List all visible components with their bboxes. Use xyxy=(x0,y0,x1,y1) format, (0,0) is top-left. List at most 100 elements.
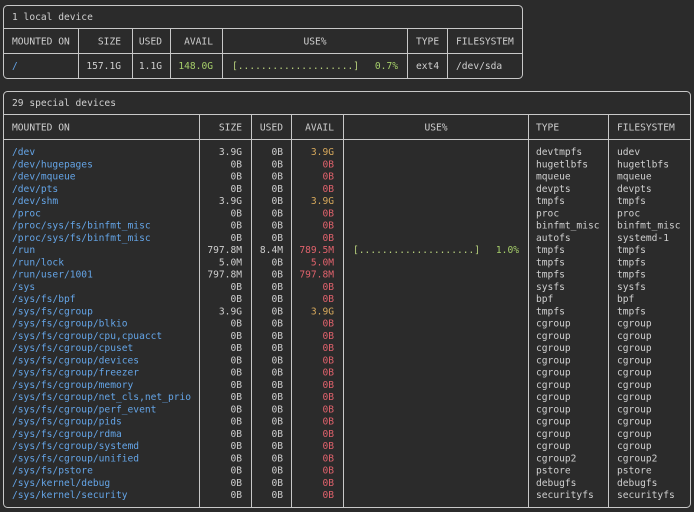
cell-used: 0B xyxy=(271,404,283,415)
cell-avail: 0B xyxy=(322,429,334,440)
cell-mount: /sys xyxy=(12,282,35,293)
cell-used: 0B xyxy=(271,221,283,232)
cell-mount: /sys/fs/pstore xyxy=(12,466,93,477)
cell-size: 0B xyxy=(230,294,242,305)
cell-filesystem: mqueue xyxy=(617,172,652,183)
cell-used: 0B xyxy=(271,429,283,440)
cell-filesystem: cgroup xyxy=(617,355,652,366)
cell-filesystem: cgroup xyxy=(617,404,652,415)
cell-size: 0B xyxy=(230,319,242,330)
cell-mount: /dev/pts xyxy=(12,184,58,195)
cell-used: 0B xyxy=(271,417,283,428)
cell-type: cgroup xyxy=(536,355,571,366)
cell-filesystem: sysfs xyxy=(617,282,646,293)
cell-used: 0B xyxy=(271,441,283,452)
cell-avail: 0B xyxy=(322,343,334,354)
cell-avail: 0B xyxy=(322,453,334,464)
cell-type: tmpfs xyxy=(536,306,565,317)
cell-size: 0B xyxy=(230,159,242,170)
cell-used: 0B xyxy=(271,380,283,391)
cell-size: 0B xyxy=(230,466,242,477)
cell-used: 0B xyxy=(271,172,283,183)
cell-avail: 0B xyxy=(322,380,334,391)
column-header: MOUNTED ON xyxy=(12,37,70,48)
cell-mount: / xyxy=(12,61,18,72)
cell-avail: 0B xyxy=(322,404,334,415)
cell-type: cgroup xyxy=(536,331,571,342)
cell-size: 0B xyxy=(230,208,242,219)
cell-avail: 0B xyxy=(322,478,334,489)
cell-avail: 0B xyxy=(322,184,334,195)
panel-frame xyxy=(3,91,691,508)
cell-type: hugetlbfs xyxy=(536,159,588,170)
cell-mount: /sys/fs/cgroup/net_cls,net_prio xyxy=(12,392,191,403)
cell-type: cgroup xyxy=(536,392,571,403)
cell-type: cgroup xyxy=(536,380,571,391)
cell-filesystem: cgroup xyxy=(617,392,652,403)
cell-used: 0B xyxy=(271,306,283,317)
column-header: FILESYSTEM xyxy=(617,123,675,134)
cell-filesystem: systemd-1 xyxy=(617,233,669,244)
cell-filesystem: securityfs xyxy=(617,490,675,501)
cell-mount: /run/user/1001 xyxy=(12,270,93,281)
cell-used: 0B xyxy=(271,319,283,330)
cell-size: 0B xyxy=(230,221,242,232)
cell-avail: 0B xyxy=(322,172,334,183)
cell-avail: 0B xyxy=(322,294,334,305)
cell-used: 0B xyxy=(271,331,283,342)
cell-used: 0B xyxy=(271,159,283,170)
cell-mount: /sys/kernel/security xyxy=(12,490,128,501)
cell-avail: 789.5M xyxy=(299,245,334,256)
cell-avail: 148.0G xyxy=(178,61,213,72)
cell-use-pct: 0.7% xyxy=(375,61,398,72)
cell-type: devpts xyxy=(536,184,571,195)
cell-type: devtmpfs xyxy=(536,147,582,158)
cell-type: cgroup xyxy=(536,429,571,440)
cell-used: 0B xyxy=(271,147,283,158)
cell-used: 0B xyxy=(271,196,283,207)
cell-filesystem: /dev/sda xyxy=(456,61,502,72)
cell-filesystem: debugfs xyxy=(617,478,657,489)
panel-title: 1 local device xyxy=(12,12,93,23)
cell-avail: 0B xyxy=(322,208,334,219)
cell-size: 0B xyxy=(230,184,242,195)
cell-filesystem: cgroup2 xyxy=(617,453,657,464)
cell-use: [....................] xyxy=(353,245,480,256)
cell-filesystem: udev xyxy=(617,147,640,158)
cell-mount: /sys/fs/cgroup/cpu,cpuacct xyxy=(12,331,162,342)
cell-used: 0B xyxy=(271,282,283,293)
cell-type: ext4 xyxy=(416,61,439,72)
cell-filesystem: bpf xyxy=(617,294,634,305)
cell-used: 0B xyxy=(271,478,283,489)
cell-mount: /sys/fs/cgroup/cpuset xyxy=(12,343,133,354)
cell-type: cgroup xyxy=(536,417,571,428)
cell-avail: 0B xyxy=(322,282,334,293)
cell-used: 1.1G xyxy=(139,61,162,72)
cell-filesystem: devpts xyxy=(617,184,652,195)
cell-filesystem: tmpfs xyxy=(617,270,646,281)
cell-mount: /proc/sys/fs/binfmt_misc xyxy=(12,233,151,244)
cell-type: bpf xyxy=(536,294,553,305)
cell-avail: 797.8M xyxy=(299,270,334,281)
cell-used: 0B xyxy=(271,294,283,305)
cell-mount: /proc xyxy=(12,208,41,219)
cell-avail: 0B xyxy=(322,159,334,170)
cell-size: 0B xyxy=(230,331,242,342)
column-header: SIZE xyxy=(98,37,121,48)
cell-mount: /sys/fs/cgroup/memory xyxy=(12,380,134,391)
cell-type: tmpfs xyxy=(536,245,565,256)
cell-mount: /dev/mqueue xyxy=(12,172,76,183)
cell-used: 0B xyxy=(271,392,283,403)
cell-size: 0B xyxy=(230,417,242,428)
cell-size: 0B xyxy=(230,355,242,366)
cell-type: cgroup xyxy=(536,441,571,452)
cell-avail: 3.9G xyxy=(311,147,334,158)
cell-type: cgroup xyxy=(536,343,571,354)
column-header: USE% xyxy=(424,123,447,134)
cell-type: tmpfs xyxy=(536,270,565,281)
cell-filesystem: cgroup xyxy=(617,331,652,342)
cell-used: 0B xyxy=(271,490,283,501)
cell-type: mqueue xyxy=(536,172,571,183)
panel-frame xyxy=(3,5,523,79)
